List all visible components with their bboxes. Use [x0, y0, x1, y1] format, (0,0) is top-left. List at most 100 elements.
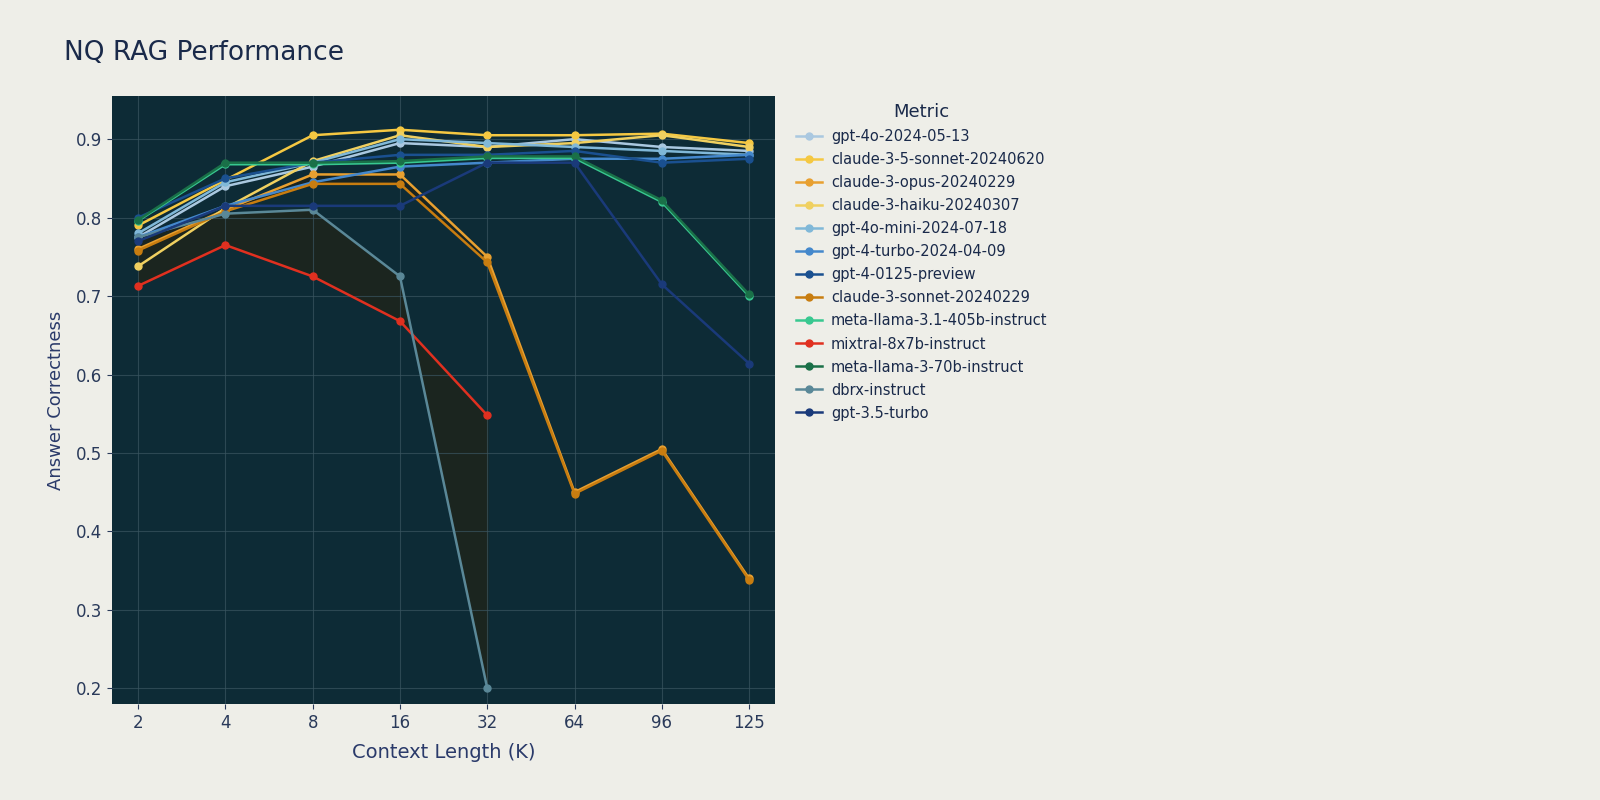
gpt-4-0125-preview	[390, 150, 410, 160]
claude-3-opus-20240229	[565, 487, 584, 497]
gpt-4-0125-preview	[739, 154, 758, 163]
meta-llama-3-70b-instruct	[565, 152, 584, 162]
gpt-4o-2024-05-13	[653, 142, 672, 152]
claude-3-haiku-20240307	[478, 142, 498, 152]
gpt-4-0125-preview	[653, 158, 672, 167]
gpt-4-turbo-2024-04-09	[216, 201, 235, 210]
claude-3-opus-20240229	[739, 574, 758, 583]
Line: meta-llama-3.1-405b-instruct: meta-llama-3.1-405b-instruct	[134, 154, 752, 299]
dbrx-instruct	[216, 209, 235, 218]
Line: claude-3-opus-20240229: claude-3-opus-20240229	[134, 171, 752, 582]
gpt-4o-mini-2024-07-18	[128, 229, 147, 238]
Line: claude-3-5-sonnet-20240620: claude-3-5-sonnet-20240620	[134, 126, 752, 229]
gpt-4o-2024-05-13	[216, 182, 235, 191]
meta-llama-3.1-405b-instruct	[390, 158, 410, 167]
meta-llama-3-70b-instruct	[216, 158, 235, 167]
gpt-4o-mini-2024-07-18	[478, 138, 498, 148]
gpt-3.5-turbo	[653, 279, 672, 289]
claude-3-opus-20240229	[478, 252, 498, 262]
X-axis label: Context Length (K): Context Length (K)	[352, 743, 536, 762]
Text: NQ RAG Performance: NQ RAG Performance	[64, 40, 344, 66]
meta-llama-3-70b-instruct	[302, 158, 322, 167]
gpt-4-turbo-2024-04-09	[128, 233, 147, 242]
claude-3-sonnet-20240229	[216, 206, 235, 216]
Legend: gpt-4o-2024-05-13, claude-3-5-sonnet-20240620, claude-3-opus-20240229, claude-3-: gpt-4o-2024-05-13, claude-3-5-sonnet-202…	[795, 103, 1048, 421]
Line: dbrx-instruct: dbrx-instruct	[134, 206, 491, 692]
meta-llama-3-70b-instruct	[653, 195, 672, 205]
meta-llama-3.1-405b-instruct	[739, 291, 758, 301]
mixtral-8x7b-instruct	[390, 316, 410, 326]
meta-llama-3.1-405b-instruct	[216, 159, 235, 169]
gpt-4-0125-preview	[302, 158, 322, 167]
claude-3-haiku-20240307	[653, 130, 672, 140]
gpt-3.5-turbo	[302, 201, 322, 210]
gpt-4o-2024-05-13	[390, 138, 410, 148]
gpt-4-0125-preview	[216, 174, 235, 183]
dbrx-instruct	[128, 233, 147, 242]
claude-3-haiku-20240307	[565, 138, 584, 148]
gpt-3.5-turbo	[565, 158, 584, 167]
gpt-4o-mini-2024-07-18	[653, 146, 672, 156]
claude-3-5-sonnet-20240620	[128, 221, 147, 230]
claude-3-sonnet-20240229	[565, 489, 584, 498]
claude-3-sonnet-20240229	[653, 446, 672, 455]
gpt-4-0125-preview	[565, 146, 584, 156]
claude-3-opus-20240229	[128, 244, 147, 254]
claude-3-5-sonnet-20240620	[390, 125, 410, 134]
gpt-3.5-turbo	[216, 201, 235, 210]
Line: claude-3-haiku-20240307: claude-3-haiku-20240307	[134, 132, 752, 270]
Line: gpt-4-turbo-2024-04-09: gpt-4-turbo-2024-04-09	[134, 151, 752, 241]
claude-3-sonnet-20240229	[478, 258, 498, 267]
claude-3-sonnet-20240229	[128, 246, 147, 255]
mixtral-8x7b-instruct	[216, 240, 235, 250]
gpt-4-turbo-2024-04-09	[653, 154, 672, 163]
claude-3-opus-20240229	[390, 170, 410, 179]
Line: gpt-4-0125-preview: gpt-4-0125-preview	[134, 147, 752, 221]
gpt-4o-2024-05-13	[565, 134, 584, 144]
Line: gpt-4o-2024-05-13: gpt-4o-2024-05-13	[134, 136, 752, 241]
meta-llama-3.1-405b-instruct	[653, 197, 672, 206]
claude-3-haiku-20240307	[302, 156, 322, 166]
gpt-3.5-turbo	[128, 236, 147, 246]
dbrx-instruct	[390, 272, 410, 282]
meta-llama-3.1-405b-instruct	[128, 216, 147, 226]
claude-3-opus-20240229	[653, 444, 672, 454]
claude-3-haiku-20240307	[128, 262, 147, 271]
gpt-4o-mini-2024-07-18	[390, 134, 410, 144]
gpt-4-turbo-2024-04-09	[565, 154, 584, 163]
gpt-4-turbo-2024-04-09	[302, 178, 322, 187]
claude-3-sonnet-20240229	[390, 179, 410, 189]
Y-axis label: Answer Correctness: Answer Correctness	[46, 310, 64, 490]
mixtral-8x7b-instruct	[302, 272, 322, 282]
Line: meta-llama-3-70b-instruct: meta-llama-3-70b-instruct	[134, 153, 752, 298]
meta-llama-3-70b-instruct	[390, 156, 410, 166]
meta-llama-3-70b-instruct	[128, 215, 147, 225]
claude-3-haiku-20240307	[739, 142, 758, 152]
gpt-4o-2024-05-13	[739, 146, 758, 156]
gpt-4o-2024-05-13	[302, 162, 322, 171]
gpt-4-turbo-2024-04-09	[390, 162, 410, 171]
claude-3-5-sonnet-20240620	[653, 129, 672, 138]
gpt-4-0125-preview	[128, 213, 147, 222]
claude-3-sonnet-20240229	[739, 575, 758, 585]
Line: mixtral-8x7b-instruct: mixtral-8x7b-instruct	[134, 242, 491, 418]
claude-3-sonnet-20240229	[302, 179, 322, 189]
gpt-4-turbo-2024-04-09	[739, 150, 758, 160]
gpt-4-0125-preview	[478, 150, 498, 160]
meta-llama-3.1-405b-instruct	[478, 153, 498, 162]
gpt-4o-mini-2024-07-18	[216, 178, 235, 187]
claude-3-haiku-20240307	[390, 130, 410, 140]
Line: gpt-3.5-turbo: gpt-3.5-turbo	[134, 159, 752, 367]
claude-3-5-sonnet-20240620	[739, 138, 758, 148]
meta-llama-3.1-405b-instruct	[565, 153, 584, 162]
claude-3-5-sonnet-20240620	[216, 175, 235, 185]
gpt-3.5-turbo	[739, 358, 758, 368]
dbrx-instruct	[478, 683, 498, 693]
dbrx-instruct	[302, 205, 322, 214]
claude-3-opus-20240229	[302, 170, 322, 179]
mixtral-8x7b-instruct	[128, 281, 147, 290]
meta-llama-3-70b-instruct	[739, 290, 758, 299]
claude-3-5-sonnet-20240620	[565, 130, 584, 140]
claude-3-5-sonnet-20240620	[302, 130, 322, 140]
gpt-3.5-turbo	[478, 158, 498, 167]
